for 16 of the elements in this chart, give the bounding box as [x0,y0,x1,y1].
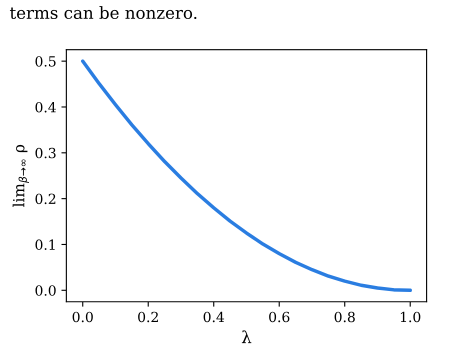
line-series [81,59,412,292]
x-tick-label: 0.0 [72,312,93,322]
y-tick-label: 0.2 [35,194,56,204]
x-tick-label: 0.6 [269,312,290,322]
x-tick-label: 0.8 [334,312,355,322]
x-tick-label: 0.2 [138,312,158,322]
y-tick-label: 0.1 [35,239,55,250]
y-tick-label: 0.5 [35,56,56,67]
y-axis-title: lim$_{β→∞}$ ρ [12,144,29,207]
text: terms can be nonzero. [10,6,196,20]
y-tick-label: 0.3 [35,148,56,158]
x-tick-label: 0.4 [204,312,224,322]
y-tick-label: 0.4 [35,102,56,112]
y-tick-label: 0.0 [35,285,56,296]
x-tick-label: 1.0 [400,312,420,322]
x-axis-title: λ [242,330,252,344]
